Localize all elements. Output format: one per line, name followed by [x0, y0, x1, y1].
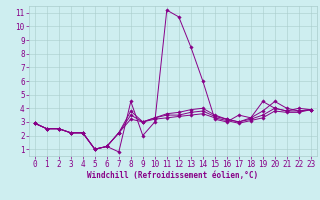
X-axis label: Windchill (Refroidissement éolien,°C): Windchill (Refroidissement éolien,°C): [87, 171, 258, 180]
